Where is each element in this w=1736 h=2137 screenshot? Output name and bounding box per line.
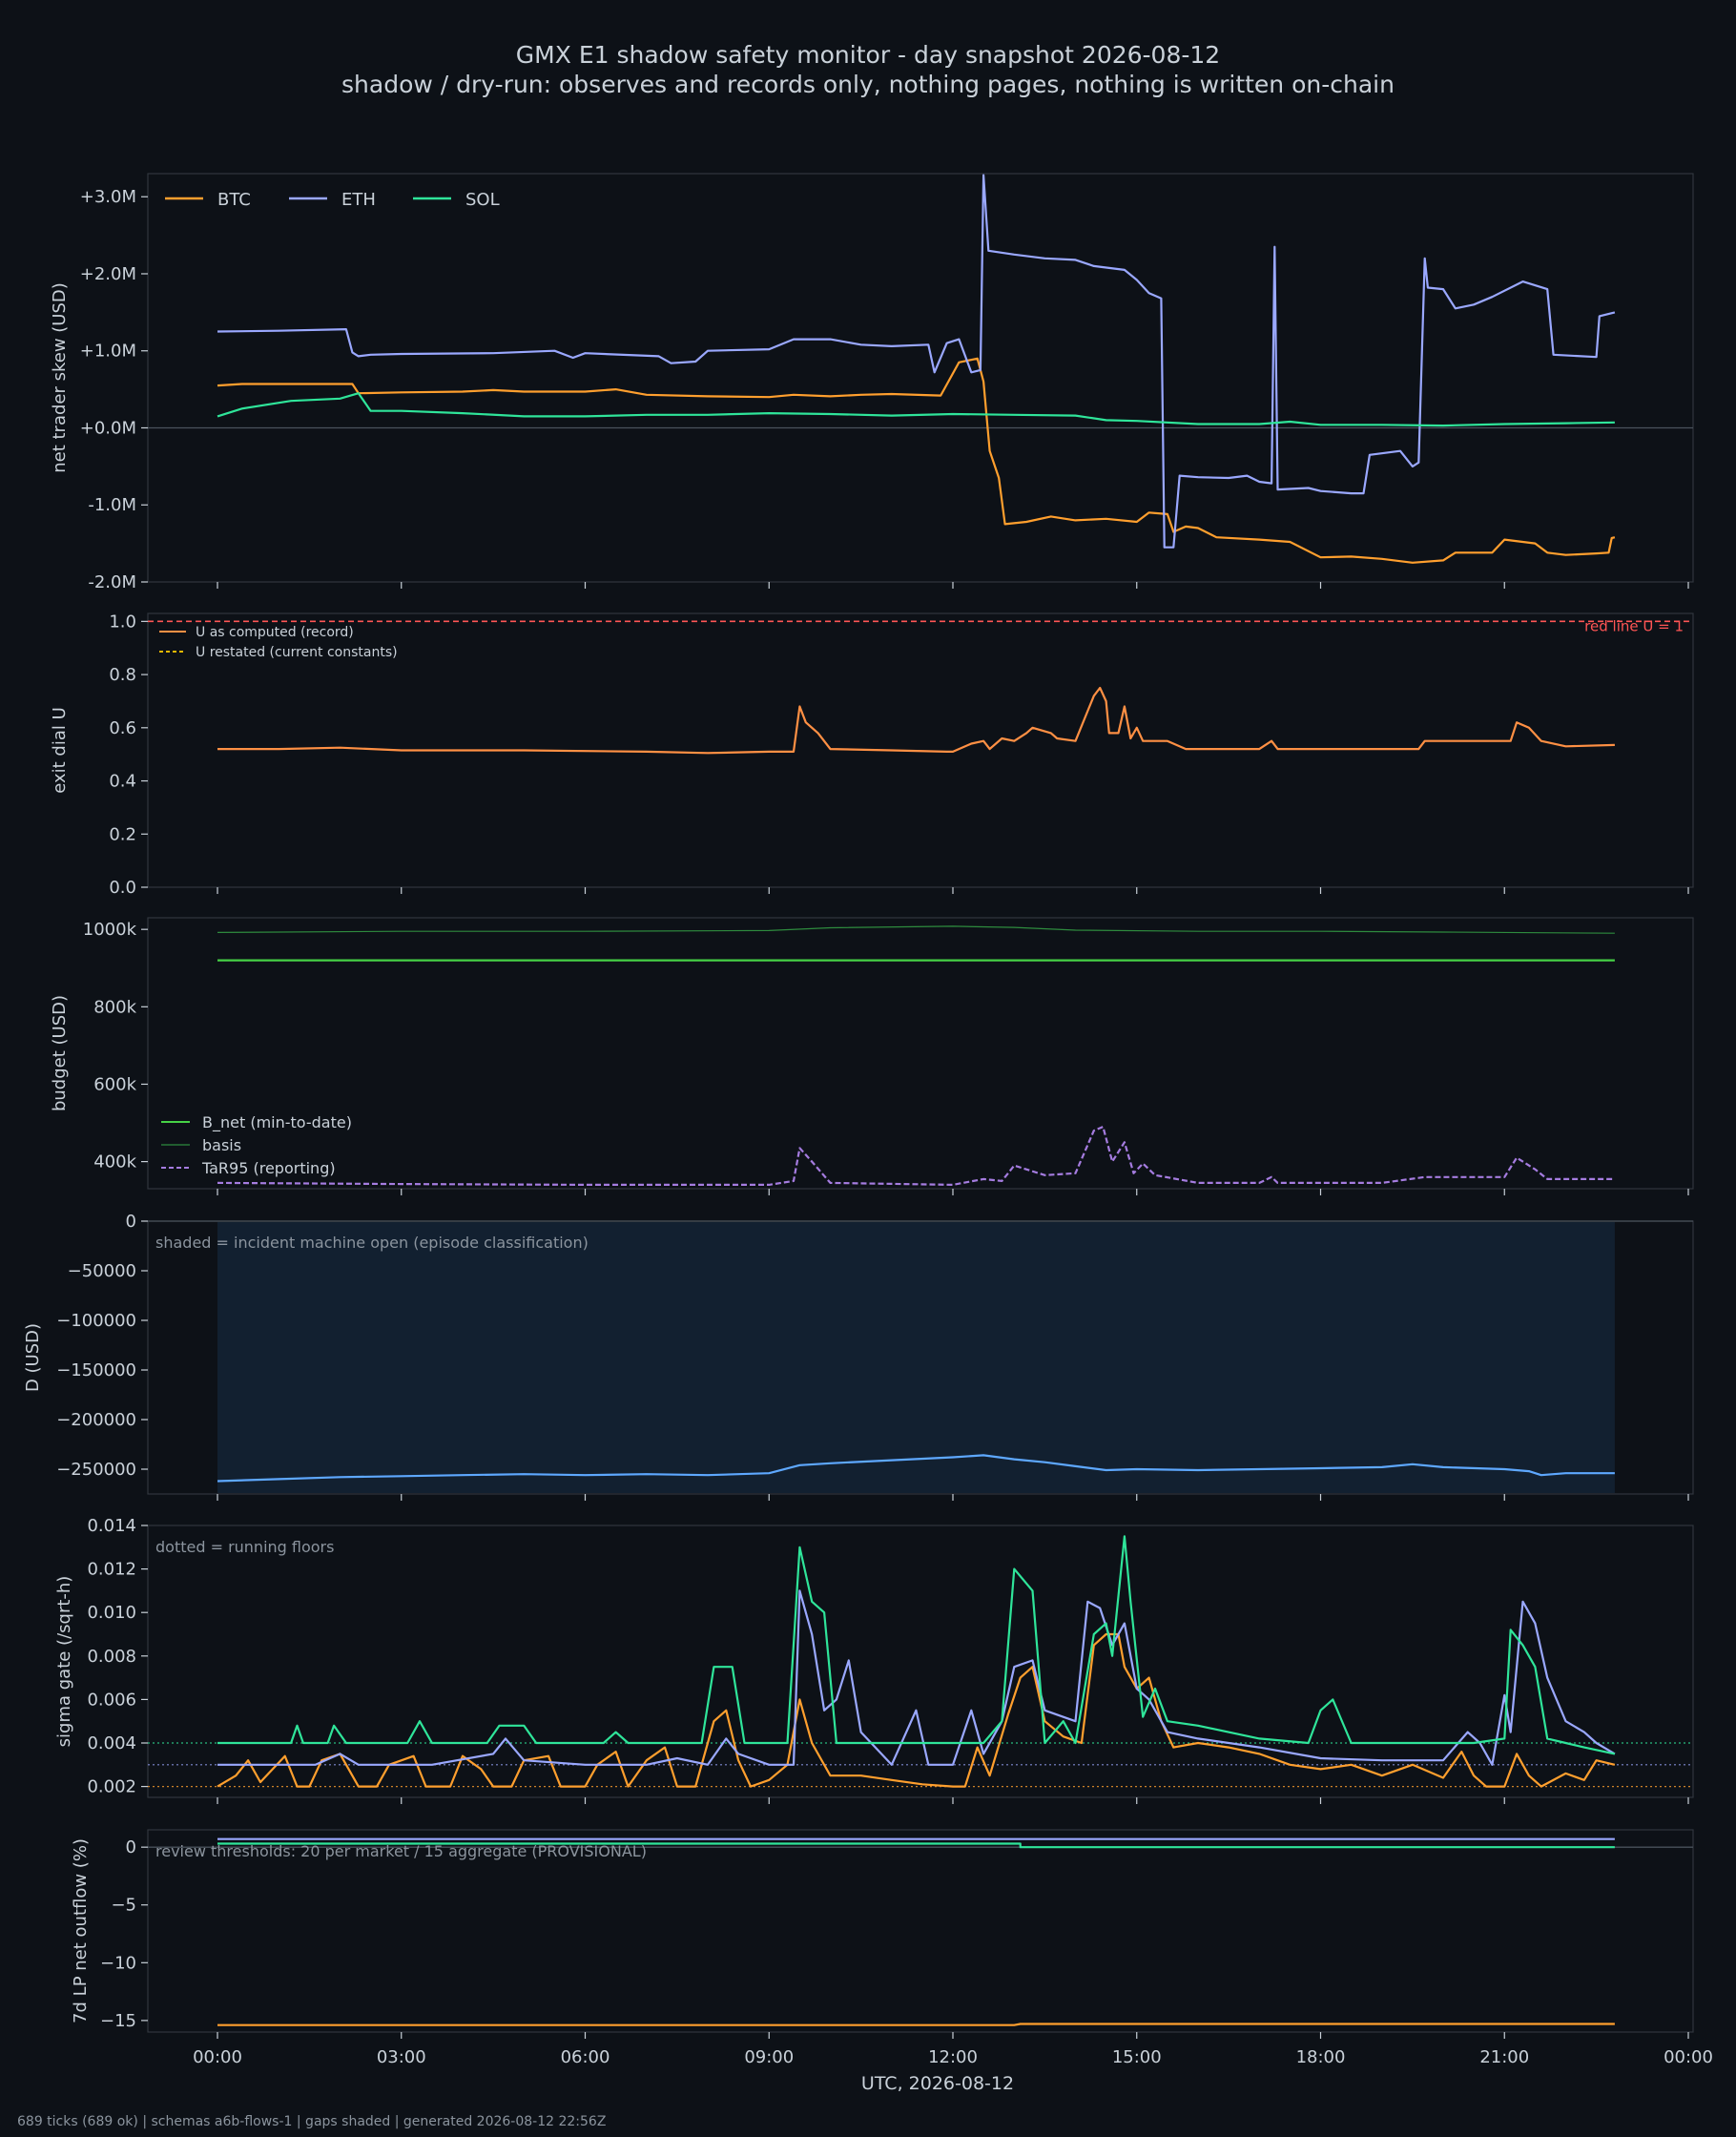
y-tick-label: 1000k [83, 920, 137, 940]
y-tick-label: 0.0 [109, 878, 136, 898]
y-tick-label: 0.010 [87, 1603, 136, 1623]
y-tick-label: 800k [93, 997, 136, 1017]
y-tick-label: +3.0M [80, 187, 136, 207]
legend-label: BTC [217, 190, 251, 210]
y-tick-label: −5 [111, 1896, 136, 1916]
y-tick-label: 0.4 [109, 772, 136, 792]
y-tick-label: 0.014 [87, 1516, 136, 1536]
series-skew-eth [217, 174, 1616, 549]
legend: B_net (min-to-date) basis TaR95 (reporting… [161, 1113, 352, 1177]
x-axis-label: UTC, 2026-08-12 [861, 2073, 1014, 2094]
plot-frame [147, 1829, 1694, 2033]
series-skew-sol [217, 392, 1615, 427]
legend-label: TaR95 (reporting) [201, 1159, 336, 1177]
x-tick-label: 00:00 [193, 2047, 242, 2067]
y-tick-label: −50000 [68, 1261, 136, 1281]
incident-shade [217, 1222, 1615, 1493]
y-tick-label: 400k [93, 1152, 136, 1172]
y-tick-label: −10 [100, 1953, 136, 1973]
series-lp-btc [217, 2023, 1615, 2026]
y-tick-label: −200000 [56, 1410, 136, 1430]
series-skew-btc [217, 357, 1616, 564]
legend-label: B_net (min-to-date) [202, 1113, 352, 1132]
series-u-u-as-computed-record- [217, 686, 1615, 755]
y-tick-label: 0 [126, 1837, 136, 1857]
panels: +3.0M +2.0M +1.0M +0.0M -1.0M -2.0M net trader… [23, 173, 1713, 2067]
legend: U as computed (record) U restated (curren… [159, 625, 398, 660]
series-sigma-btc [217, 1632, 1616, 1788]
y-axis-label: budget (USD) [50, 995, 70, 1111]
legend-label: SOL [465, 190, 500, 210]
y-tick-label: 0.8 [109, 665, 136, 685]
y-tick-label: 0 [126, 1212, 136, 1232]
y-tick-label: 0.004 [87, 1733, 136, 1753]
y-tick-label: +1.0M [80, 342, 136, 362]
panel-annotation: shaded = incident machine open (episode … [155, 1234, 589, 1252]
legend-label: U as computed (record) [196, 625, 354, 640]
x-tick-label: 06:00 [561, 2047, 610, 2067]
x-tick-label: 03:00 [377, 2047, 426, 2067]
y-tick-label: 600k [93, 1074, 136, 1094]
x-tick-label: 15:00 [1112, 2047, 1162, 2067]
x-tick-label: 18:00 [1296, 2047, 1346, 2067]
y-tick-label: 0.2 [109, 824, 136, 844]
y-tick-label: 0.002 [87, 1777, 136, 1797]
chart-subtitle: shadow / dry-run: observes and records o… [341, 71, 1395, 98]
footer-status: 689 ticks (689 ok) | schemas a6b-flows-1… [17, 2114, 606, 2129]
y-tick-label: −100000 [56, 1311, 136, 1331]
panel-skew: +3.0M +2.0M +1.0M +0.0M -1.0M -2.0M net trader… [50, 173, 1694, 592]
series-lp-sol [217, 1842, 1615, 1849]
chart-title: GMX E1 shadow safety monitor - day snaps… [516, 41, 1220, 69]
red-line-annotation: red line U = 1 [1584, 617, 1684, 634]
y-tick-label: −250000 [56, 1460, 136, 1480]
panel-sigma: 0.014 0.012 0.010 0.008 0.006 0.004 0.002 sigma… [54, 1516, 1694, 1804]
plot-frame [147, 1525, 1694, 1798]
series-sigma-sol [217, 1535, 1616, 1755]
x-tick-labels: 00:00 03:00 06:00 09:00 12:00 15:00 18:00 21:00… [193, 2047, 1713, 2067]
x-tick-label: 12:00 [928, 2047, 978, 2067]
panel-annotation: review thresholds: 20 per market / 15 ag… [155, 1842, 647, 1860]
y-axis-label: sigma gate (/sqrt-h) [54, 1576, 74, 1748]
y-axis-label: net trader skew (USD) [50, 282, 70, 473]
panel-u: 1.0 0.8 0.6 0.4 0.2 0.0 exit dial U red line U … [50, 612, 1694, 898]
plot-frame [147, 917, 1694, 1190]
y-tick-label: +0.0M [80, 418, 136, 438]
series-d-d [217, 1454, 1615, 1483]
y-axis-label: D (USD) [23, 1323, 43, 1392]
panel-lp: 0 −5 −10 −15 7d LP net outflow (%) review thr… [71, 1829, 1694, 2039]
x-tick-label: 09:00 [744, 2047, 794, 2067]
x-tick-label: 21:00 [1479, 2047, 1529, 2067]
y-tick-label: -1.0M [88, 495, 136, 515]
y-axis-label: exit dial U [50, 707, 70, 794]
y-tick-label: 1.0 [109, 612, 136, 632]
y-tick-label: +2.0M [80, 264, 136, 284]
panel-budget: 1000k 800k 600k 400k budget (USD) B_net (min-… [50, 917, 1694, 1195]
y-tick-label: 0.6 [109, 718, 136, 738]
y-tick-label: −150000 [56, 1360, 136, 1380]
panel-d: 0 −50000 −100000 −150000 −200000 −250000 D (US… [23, 1212, 1694, 1501]
y-tick-label: 0.008 [87, 1647, 136, 1667]
legend: BTC ETH SOL [165, 190, 500, 210]
y-tick-label: −15 [100, 2011, 136, 2031]
y-tick-label: 0.006 [87, 1690, 136, 1710]
series-sigma-eth [217, 1589, 1616, 1766]
legend-label: ETH [341, 190, 376, 210]
series-budget-tar95-reporting- [217, 1126, 1615, 1186]
y-tick-label: -2.0M [88, 572, 136, 592]
legend-label: basis [202, 1136, 241, 1154]
y-axis-label: 7d LP net outflow (%) [71, 1838, 91, 2023]
y-tick-label: 0.012 [87, 1560, 136, 1580]
panel-annotation: dotted = running floors [155, 1538, 334, 1556]
series-budget-basis [217, 925, 1615, 934]
x-tick-label: 00:00 [1664, 2047, 1713, 2067]
legend-label: U restated (current constants) [196, 645, 398, 660]
plot-frame [147, 173, 1694, 583]
